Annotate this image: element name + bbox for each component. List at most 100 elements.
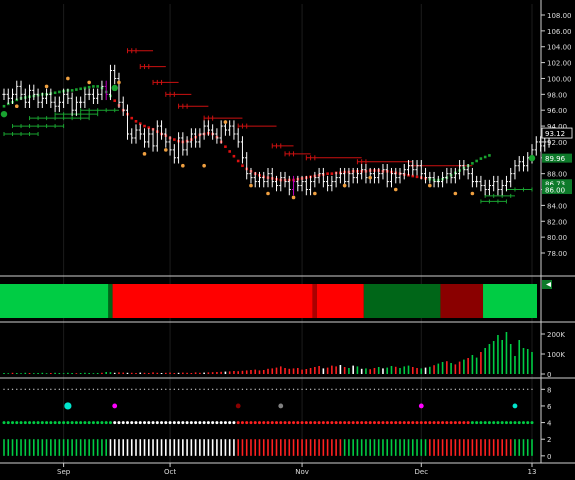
- regime-segment: [0, 284, 109, 318]
- signal-middle-dot: [441, 421, 445, 425]
- value-label: 89.96: [545, 155, 566, 163]
- signal-top-dot: [292, 388, 295, 391]
- signal-middle-dot: [343, 421, 347, 425]
- signal-top-dot: [326, 388, 329, 391]
- signal-middle-dot: [232, 421, 236, 425]
- signal-top-dot: [429, 388, 431, 391]
- signal-middle-dot: [249, 421, 253, 425]
- regime-segment: [316, 284, 364, 318]
- signal-top-dot: [143, 388, 146, 391]
- signal-top-dot: [101, 388, 103, 391]
- signal-middle-dot: [147, 421, 151, 425]
- signal-middle-dot: [309, 421, 313, 425]
- signal-top-dot: [437, 388, 440, 391]
- signal-middle-dot: [74, 421, 78, 425]
- signal-top-dot: [271, 388, 273, 391]
- signal-top-dot: [284, 388, 286, 391]
- signal-top-dot: [37, 388, 39, 391]
- regime-panel: [0, 284, 537, 318]
- signal-middle-dot: [313, 421, 317, 425]
- marker-dot: [249, 183, 253, 188]
- marker-dot: [164, 148, 168, 152]
- signal-middle-dot: [219, 421, 223, 425]
- ma-dot: [330, 172, 334, 175]
- signal-top-dot: [356, 388, 359, 391]
- regime-segment: [440, 284, 484, 318]
- ma-dot: [224, 145, 227, 148]
- signal-top-dot: [118, 388, 120, 391]
- x-tick-label: Oct: [164, 468, 176, 476]
- signal-middle-dot: [521, 421, 525, 425]
- signal-top-dot: [28, 388, 31, 391]
- signal-top-dot: [395, 388, 397, 391]
- signal-top-dot: [492, 388, 495, 391]
- marker-dot: [342, 183, 347, 188]
- signal-middle-dot: [526, 421, 530, 425]
- ma-dot: [232, 154, 236, 158]
- signal-middle-dot: [296, 421, 300, 425]
- price-tick-label: 94.00: [547, 123, 567, 131]
- signal-middle-dot: [198, 421, 202, 425]
- ma-dot: [147, 126, 151, 129]
- x-tick-label: Dec: [415, 468, 429, 476]
- value-label: 86.73: [545, 181, 565, 189]
- signal-middle-dot: [125, 421, 129, 425]
- marker-dot: [313, 191, 317, 196]
- signal-middle-dot: [449, 421, 453, 425]
- signal-middle-dot: [492, 421, 496, 425]
- signal-top-dot: [360, 388, 363, 391]
- signal-top-dot: [501, 388, 503, 391]
- signal-top-dot: [475, 388, 478, 391]
- signal-top-dot: [424, 388, 427, 391]
- signal-top-dot: [109, 388, 112, 391]
- marker-dot: [428, 183, 432, 188]
- signal-top-dot: [505, 388, 508, 391]
- ma-dot: [138, 122, 142, 125]
- signal-top-dot: [33, 388, 35, 391]
- signal-middle-dot: [100, 421, 104, 425]
- ma-dot: [479, 157, 483, 160]
- signal-middle-dot: [436, 421, 440, 425]
- signal-top-dot: [348, 388, 350, 391]
- last-price-box: [541, 127, 573, 139]
- ma-dot: [92, 85, 95, 88]
- price-tick-label: 104.00: [547, 44, 572, 52]
- signal-middle-dot: [2, 421, 6, 425]
- signal-top-dot: [122, 388, 124, 391]
- signal-middle-dot: [479, 421, 483, 425]
- signal-top-dot: [246, 388, 248, 391]
- signal-middle-dot: [202, 421, 206, 425]
- signal-top-dot: [160, 388, 163, 391]
- signal-middle-dot: [262, 421, 266, 425]
- ma-dot: [415, 175, 419, 179]
- signal-top-dot: [471, 388, 474, 391]
- signal-middle-dot: [487, 421, 491, 425]
- signal-middle-dot: [66, 421, 70, 425]
- signal-top-dot: [484, 388, 486, 391]
- signal-middle-dot: [236, 421, 240, 425]
- signal-top-dot: [518, 388, 520, 391]
- signal-middle-dot: [368, 421, 372, 425]
- signal-top-dot: [454, 388, 457, 391]
- signal-middle-dot: [177, 421, 181, 425]
- marker-dot: [181, 163, 185, 168]
- signal-middle-dot: [57, 421, 61, 425]
- signal-top-dot: [467, 388, 469, 391]
- signal-top-dot: [488, 388, 491, 391]
- signal-middle-dot: [134, 421, 138, 425]
- signal-top-dot: [194, 388, 197, 391]
- ma-dot: [113, 99, 117, 102]
- signal-middle-dot: [428, 421, 432, 425]
- value-label-box: [542, 179, 572, 189]
- signal-middle-dot: [279, 421, 283, 425]
- signal-tick-label: 0: [547, 453, 551, 461]
- ma-dot: [471, 162, 474, 165]
- marker-dot: [223, 120, 228, 124]
- signal-top-dot: [139, 388, 141, 391]
- signal-top-dot: [322, 388, 325, 391]
- signal-middle-dot: [253, 421, 257, 425]
- price-panel: [0, 48, 551, 204]
- signal-middle-dot: [189, 421, 193, 425]
- signal-middle-dot: [509, 421, 513, 425]
- volume-panel: [3, 332, 533, 374]
